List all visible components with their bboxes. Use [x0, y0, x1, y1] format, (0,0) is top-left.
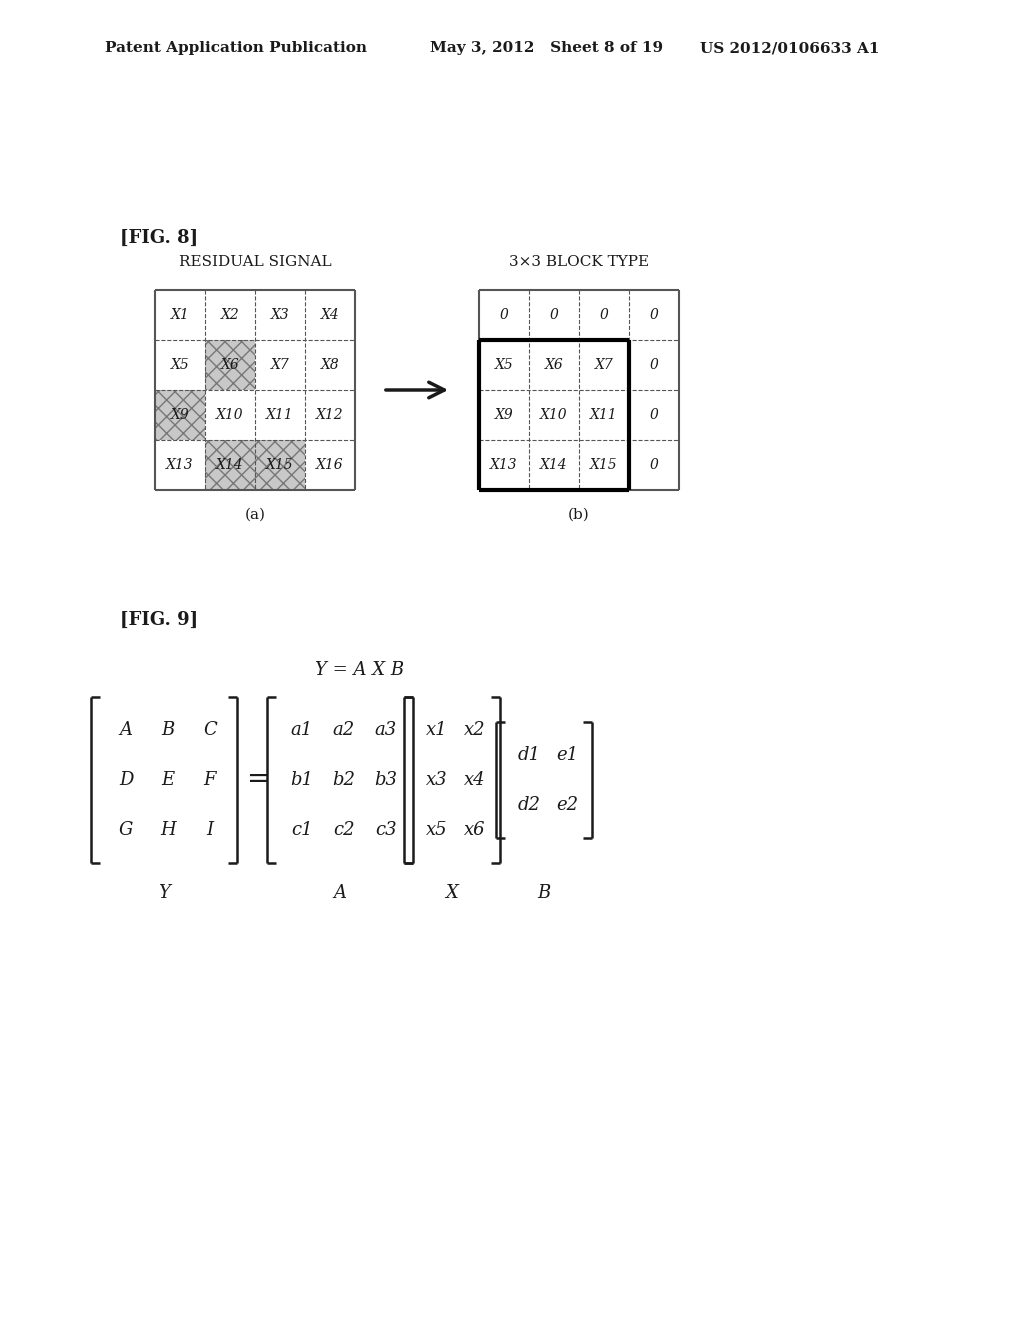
Text: X7: X7: [270, 358, 290, 372]
Text: 0: 0: [649, 408, 658, 422]
Text: G: G: [119, 821, 133, 840]
Text: X5: X5: [171, 358, 189, 372]
Bar: [255, 440, 305, 490]
Text: X9: X9: [495, 408, 513, 422]
Text: X6: X6: [545, 358, 563, 372]
Text: Y = A X B: Y = A X B: [315, 661, 404, 678]
Text: X3: X3: [270, 308, 290, 322]
Text: RESIDUAL SIGNAL: RESIDUAL SIGNAL: [178, 255, 332, 269]
Text: X: X: [445, 884, 459, 902]
Text: X12: X12: [316, 408, 344, 422]
Text: Patent Application Publication: Patent Application Publication: [105, 41, 367, 55]
Text: 0: 0: [649, 458, 658, 473]
Text: x4: x4: [464, 771, 485, 789]
Text: x6: x6: [464, 821, 485, 840]
Text: C: C: [203, 721, 217, 739]
Text: 0: 0: [649, 358, 658, 372]
Text: b1: b1: [291, 771, 313, 789]
Text: c1: c1: [291, 821, 312, 840]
Bar: [205, 440, 255, 490]
Text: x3: x3: [426, 771, 447, 789]
Text: X5: X5: [495, 358, 513, 372]
Text: X13: X13: [166, 458, 194, 473]
Text: X9: X9: [171, 408, 189, 422]
Text: B: B: [538, 884, 551, 902]
Text: X10: X10: [216, 408, 244, 422]
Text: x2: x2: [464, 721, 485, 739]
Text: 0: 0: [649, 308, 658, 322]
Text: F: F: [204, 771, 216, 789]
Text: X11: X11: [590, 408, 617, 422]
Text: 0: 0: [550, 308, 558, 322]
Bar: [205, 341, 255, 389]
Text: 0: 0: [500, 308, 509, 322]
Text: a2: a2: [333, 721, 355, 739]
Text: a3: a3: [375, 721, 397, 739]
Text: X10: X10: [541, 408, 568, 422]
Text: May 3, 2012   Sheet 8 of 19: May 3, 2012 Sheet 8 of 19: [430, 41, 664, 55]
Text: b3: b3: [375, 771, 397, 789]
Text: (a): (a): [245, 508, 265, 521]
Text: X16: X16: [316, 458, 344, 473]
Text: a1: a1: [291, 721, 313, 739]
Text: (b): (b): [568, 508, 590, 521]
Text: D: D: [119, 771, 133, 789]
Text: US 2012/0106633 A1: US 2012/0106633 A1: [700, 41, 880, 55]
Text: X14: X14: [541, 458, 568, 473]
Text: =: =: [248, 767, 270, 793]
Text: X11: X11: [266, 408, 294, 422]
Text: d2: d2: [517, 796, 541, 814]
Text: A: A: [120, 721, 132, 739]
Text: X1: X1: [171, 308, 189, 322]
Text: I: I: [207, 821, 214, 840]
Text: e1: e1: [556, 746, 579, 764]
Text: H: H: [160, 821, 176, 840]
Text: [FIG. 8]: [FIG. 8]: [120, 228, 198, 247]
Text: x1: x1: [426, 721, 447, 739]
Text: X6: X6: [220, 358, 240, 372]
Text: X7: X7: [595, 358, 613, 372]
Text: A: A: [334, 884, 346, 902]
Text: X13: X13: [490, 458, 518, 473]
Text: b2: b2: [333, 771, 355, 789]
Text: 0: 0: [600, 308, 608, 322]
Text: X4: X4: [321, 308, 339, 322]
Text: E: E: [162, 771, 174, 789]
Text: X15: X15: [266, 458, 294, 473]
Text: X14: X14: [216, 458, 244, 473]
Bar: [155, 389, 205, 440]
Text: c3: c3: [375, 821, 397, 840]
Text: d1: d1: [517, 746, 541, 764]
Text: c2: c2: [333, 821, 354, 840]
Text: Y: Y: [158, 884, 170, 902]
Text: X2: X2: [220, 308, 240, 322]
Text: 3×3 BLOCK TYPE: 3×3 BLOCK TYPE: [509, 255, 649, 269]
Text: e2: e2: [556, 796, 579, 814]
Text: x5: x5: [426, 821, 447, 840]
Text: [FIG. 9]: [FIG. 9]: [120, 611, 198, 630]
Text: X15: X15: [590, 458, 617, 473]
Text: X8: X8: [321, 358, 339, 372]
Text: B: B: [162, 721, 175, 739]
